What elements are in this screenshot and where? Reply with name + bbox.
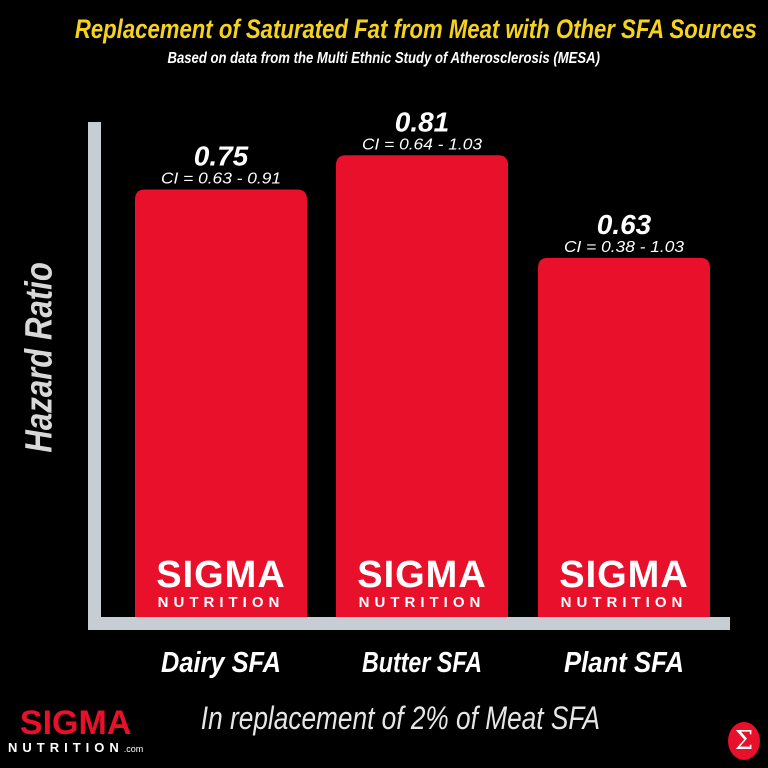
watermark-sub: NUTRITION — [157, 594, 285, 611]
ci-label: CI = 0.64 - 1.03 — [362, 136, 482, 153]
footer-logo-brand: SIGMA — [19, 704, 132, 742]
watermark-brand: SIGMA — [559, 554, 689, 596]
x-axis-label: In replacement of 2% of Meat SFA — [200, 700, 600, 736]
ci-label: CI = 0.38 - 1.03 — [564, 239, 684, 256]
chart-subtitle: Based on data from the Multi Ethnic Stud… — [167, 50, 601, 67]
bar-plant-sfa — [538, 257, 710, 617]
watermark-brand: SIGMA — [357, 554, 487, 596]
x-tick-label: Plant SFA — [564, 647, 684, 679]
footer-logo: SIGMA NUTRITION.com — [8, 706, 143, 755]
bar-watermark-logo: SIGMA NUTRITION — [135, 556, 307, 612]
x-tick-label: Dairy SFA — [161, 647, 281, 679]
ci-label: CI = 0.63 - 0.91 — [161, 171, 281, 188]
bar-watermark-logo: SIGMA NUTRITION — [336, 556, 508, 612]
watermark-brand: SIGMA — [156, 554, 286, 596]
bar-butter-sfa — [336, 155, 508, 618]
sigma-badge-icon: Σ — [728, 722, 760, 760]
y-axis-line — [88, 122, 101, 630]
watermark-sub: NUTRITION — [560, 594, 688, 611]
bar-dairy-sfa — [135, 189, 307, 617]
footer-logo-sub: NUTRITION.com — [8, 740, 144, 755]
value-label: 0.75 — [194, 141, 249, 172]
x-axis-line — [88, 617, 730, 630]
chart-title: Replacement of Saturated Fat from Meat w… — [74, 14, 757, 44]
bar-watermark-logo: SIGMA NUTRITION — [538, 556, 710, 612]
value-label: 0.63 — [597, 209, 652, 240]
value-label: 0.81 — [395, 106, 450, 137]
x-tick-label: Butter SFA — [362, 647, 482, 679]
watermark-sub: NUTRITION — [358, 594, 486, 611]
